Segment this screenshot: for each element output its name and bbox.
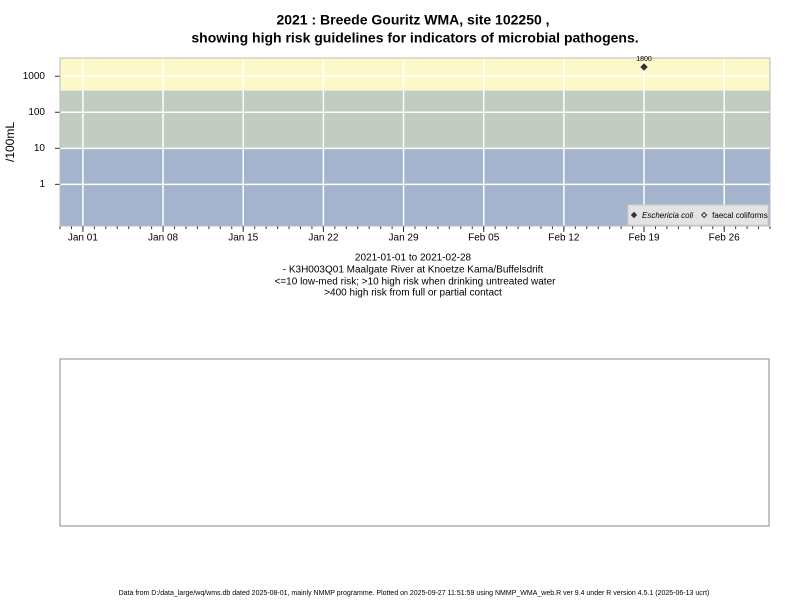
legend-marker xyxy=(700,211,708,219)
y-tick-label: 100 xyxy=(28,107,45,118)
legend-box xyxy=(627,204,769,226)
risk-band xyxy=(60,58,770,91)
subtitle: <=10 low-med risk; >10 high risk when dr… xyxy=(275,277,557,288)
legend-label: faecal coliforms xyxy=(712,211,768,220)
y-tick-label: 10 xyxy=(34,143,46,154)
y-tick-label: 1000 xyxy=(23,71,46,82)
x-tick-label: Feb 19 xyxy=(628,233,660,244)
footer: Data from D:/data_large/wq/wms.db dated … xyxy=(119,590,710,597)
x-tick-label: Jan 22 xyxy=(308,233,338,244)
subtitle: 2021-01-01 to 2021-02-28 xyxy=(355,253,472,264)
x-tick-label: Jan 15 xyxy=(228,233,258,244)
chart-title: 2021 : Breede Gouritz WMA, site 102250 , xyxy=(276,12,549,28)
risk-band xyxy=(60,90,770,149)
x-tick-label: Jan 01 xyxy=(68,233,98,244)
x-tick-label: Jan 08 xyxy=(148,233,178,244)
plot-border xyxy=(59,57,771,227)
subtitle: - K3H003Q01 Maalgate River at Knoetze Ka… xyxy=(283,265,544,276)
data-label: 1800 xyxy=(636,56,652,63)
subtitle: >400 high risk from full or partial cont… xyxy=(324,288,502,299)
y-axis-label: /100mL xyxy=(3,122,17,162)
x-tick-label: Jan 29 xyxy=(389,233,419,244)
x-tick-label: Feb 05 xyxy=(468,233,500,244)
legend-marker xyxy=(630,211,638,219)
legend-label: Eschericia coli xyxy=(642,211,693,220)
x-tick-label: Feb 26 xyxy=(709,233,741,244)
y-tick-label: 1 xyxy=(39,179,45,190)
empty-panel xyxy=(59,358,770,527)
data-point xyxy=(640,63,648,71)
x-tick-label: Feb 12 xyxy=(548,233,580,244)
chart-title: showing high risk guidelines for indicat… xyxy=(191,30,638,46)
